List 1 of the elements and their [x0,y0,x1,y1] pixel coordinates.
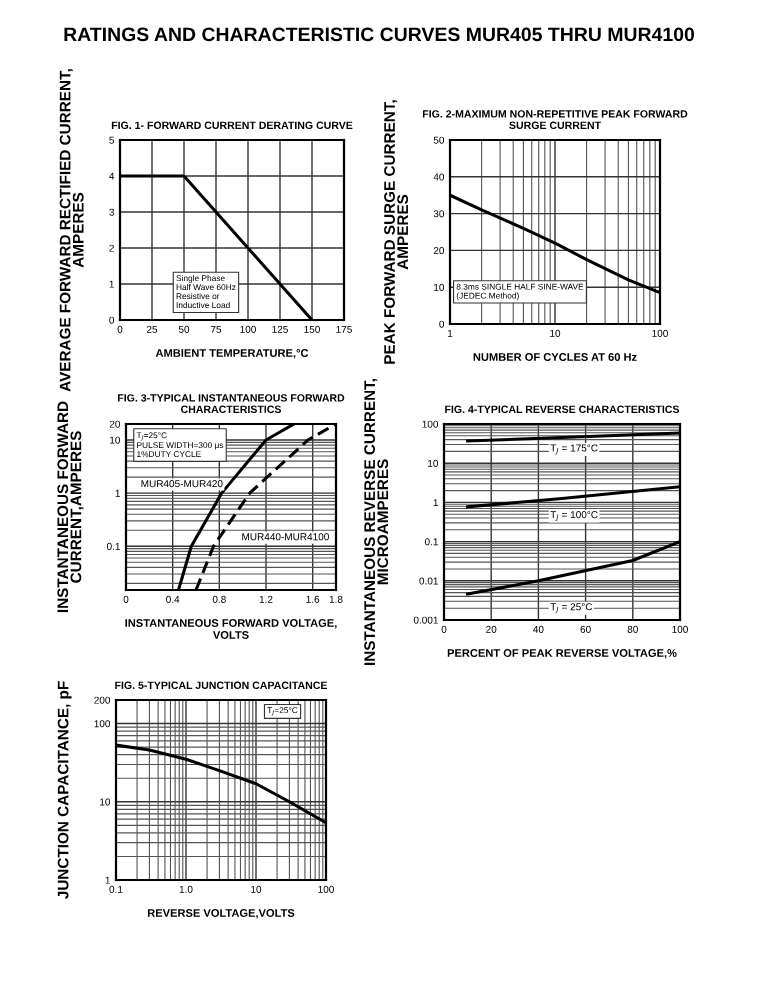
text: RATINGS AND CHARACTERISTIC CURVES MUR405 THRU MUR4100 [64,27,695,42]
